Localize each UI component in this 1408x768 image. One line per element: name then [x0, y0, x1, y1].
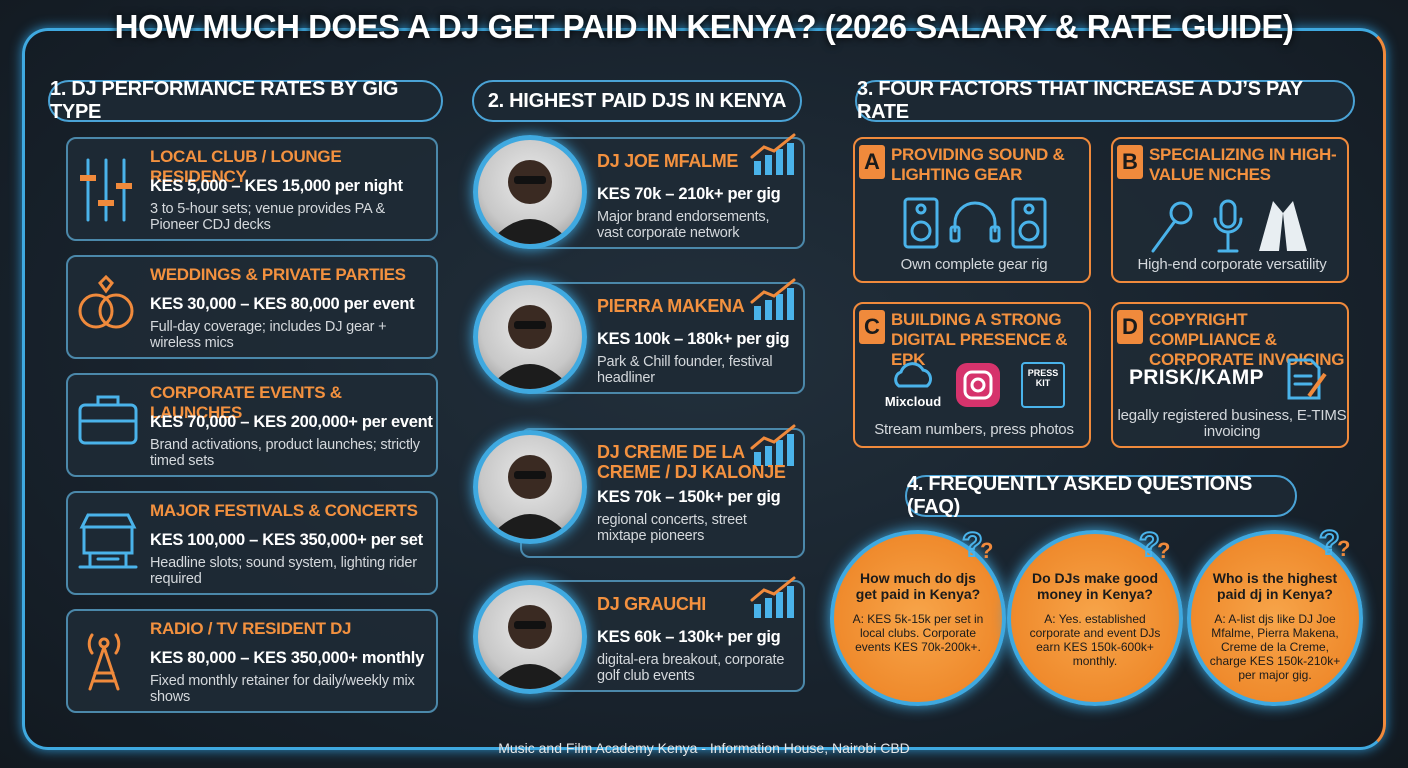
growth-icon — [750, 424, 798, 473]
page-title: HOW MUCH DOES A DJ GET PAID IN KENYA? (2… — [114, 8, 1294, 45]
press-kit: PRESS KIT — [1021, 362, 1065, 408]
section-heading: 2. HIGHEST PAID DJS IN KENYA — [472, 80, 802, 122]
rate-note: Headline slots; sound system, lighting r… — [150, 555, 417, 587]
rate: KES 70,000 – KES 200,000+ per event — [150, 413, 433, 431]
rate-icon — [76, 391, 140, 452]
factor-letter: C — [859, 310, 885, 344]
gig-type: WEDDINGS & PRIVATE PARTIES — [150, 265, 406, 284]
svg-text:?: ? — [1337, 536, 1350, 561]
rate: KES 80,000 – KES 350,000+ monthly — [150, 649, 424, 667]
faq-question: Who is the highest paid dj in Kenya? — [1212, 570, 1338, 602]
factor-caption: Own complete gear rig — [900, 256, 1048, 273]
factor-card: B SPECIALIZING IN HIGH-VALUE NICHES High-e… — [1111, 137, 1349, 283]
gig-type: CORPORATE EVENTS & LAUNCHES — [150, 383, 342, 422]
svg-text:?: ? — [1139, 526, 1160, 564]
section-heading: 4. FREQUENTLY ASKED QUESTIONS (FAQ) — [905, 473, 1297, 518]
rate: KES 100,000 – KES 350,000+ per set — [150, 531, 423, 549]
rate-card: CORPORATE EVENTS & LAUNCHES KES 70,000 – … — [66, 373, 438, 477]
factor-letter: A — [859, 145, 885, 179]
dj-note: Major brand endorsements, vast corporate… — [597, 209, 770, 241]
gig-type: RADIO / TV RESIDENT DJ — [150, 619, 352, 638]
dj-name: DJ CREME DE LA CREME / DJ KALONJE — [597, 442, 786, 482]
rate-note: 3 to 5-hour sets; venue provides PA & Pi… — [150, 201, 385, 233]
dj-photo — [473, 580, 587, 694]
gig-type: LOCAL CLUB / LOUNGE RESIDENCY — [150, 147, 342, 186]
brand-logo: PRISK/KAMP — [1129, 366, 1264, 389]
factor-card: D COPYRIGHT COMPLIANCE & CORPORATE INVOIC… — [1111, 302, 1349, 448]
growth-icon — [750, 133, 798, 182]
dj-note: regional concerts, street mixtape pionee… — [597, 512, 747, 544]
dj-rate: KES 70k – 210k+ per gig — [597, 185, 781, 203]
rate-note: Full-day coverage; includes DJ gear + wi… — [150, 319, 387, 351]
dj-note: digital-era breakout, corporate golf clu… — [597, 652, 785, 684]
dj-name: DJ GRAUCHI — [597, 594, 707, 614]
factor-caption: legally registered business, E-TIMS invo… — [1117, 407, 1347, 440]
faq-answer: A: Yes. established corporate and event … — [1029, 612, 1161, 668]
rate-note: Brand activations, product launches; str… — [150, 437, 420, 469]
factor-icons — [885, 195, 1055, 256]
rate-card: RADIO / TV RESIDENT DJ KES 80,000 – KES 3… — [66, 609, 438, 713]
factor-title: BUILDING A STRONG DIGITAL PRESENCE & EPK — [891, 310, 1068, 369]
dj-rate: KES 100k – 180k+ per gig — [597, 330, 790, 348]
faq-answer: A: A-list djs like DJ Joe Mfalme, Pierra… — [1209, 612, 1341, 682]
factor-title: COPYRIGHT COMPLIANCE & CORPORATE INVOICI… — [1149, 310, 1345, 369]
factor-card: A PROVIDING SOUND & LIGHTING GEAR Own comp… — [853, 137, 1091, 283]
dj-rate: KES 70k – 150k+ per gig — [597, 488, 781, 506]
rate-card: WEDDINGS & PRIVATE PARTIES KES 30,000 – K… — [66, 255, 438, 359]
svg-text:?: ? — [980, 538, 993, 563]
factor-letter: D — [1117, 310, 1143, 344]
dj-photo — [473, 135, 587, 249]
factor-title: SPECIALIZING IN HIGH-VALUE NICHES — [1149, 145, 1337, 184]
rate-icon — [76, 627, 132, 698]
factor-card: C BUILDING A STRONG DIGITAL PRESENCE & EP… — [853, 302, 1091, 448]
rate-icon — [76, 155, 136, 230]
rate-note: Fixed monthly retainer for daily/weekly … — [150, 673, 415, 705]
faq-question: Do DJs make good money in Kenya? — [1031, 570, 1159, 602]
faq-answer: A: KES 5k-15k per set in local clubs. Co… — [852, 612, 984, 654]
section-heading: 1. DJ PERFORMANCE RATES BY GIG TYPE — [48, 78, 443, 123]
growth-icon — [750, 576, 798, 625]
gig-type: MAJOR FESTIVALS & CONCERTS — [150, 501, 418, 520]
dj-name: DJ JOE MFALME — [597, 151, 739, 171]
factor-caption: Stream numbers, press photos — [874, 421, 1074, 438]
cloud-icon — [891, 362, 935, 395]
faq-question: How much do djs get paid in Kenya? — [855, 570, 981, 602]
rate: KES 30,000 – KES 80,000 per event — [150, 295, 415, 313]
question-mark-icon: ?? — [1315, 522, 1355, 567]
mixcloud-label: Mixcloud — [884, 394, 942, 409]
footer: Music and Film Academy Kenya - Informati… — [498, 740, 910, 756]
svg-text:?: ? — [1157, 538, 1170, 563]
rate-card: LOCAL CLUB / LOUNGE RESIDENCY KES 5,000 –… — [66, 137, 438, 241]
dj-photo — [473, 280, 587, 394]
instagram-icon — [955, 362, 1001, 413]
question-mark-icon: ?? — [958, 524, 998, 569]
invoice-icon — [1283, 356, 1329, 407]
factor-icons — [1143, 195, 1313, 260]
rate: KES 5,000 – KES 15,000 per night — [150, 177, 403, 195]
rate-card: MAJOR FESTIVALS & CONCERTS KES 100,000 – … — [66, 491, 438, 595]
neon-frame — [22, 28, 1386, 750]
dj-note: Park & Chill founder, festival headliner — [597, 354, 773, 386]
factor-letter: B — [1117, 145, 1143, 179]
dj-rate: KES 60k – 130k+ per gig — [597, 628, 781, 646]
section-heading: 3. FOUR FACTORS THAT INCREASE A DJ’S PAY… — [855, 78, 1355, 123]
faq-circle: How much do djs get paid in Kenya? A: KES… — [830, 530, 1006, 706]
faq-circle: Who is the highest paid dj in Kenya? A: A… — [1187, 530, 1363, 706]
rate-icon — [76, 509, 140, 576]
svg-text:?: ? — [962, 526, 983, 564]
dj-photo — [473, 430, 587, 544]
rate-icon — [76, 273, 136, 338]
growth-icon — [750, 278, 798, 327]
factor-title: PROVIDING SOUND & LIGHTING GEAR — [891, 145, 1065, 184]
dj-name: PIERRA MAKENA — [597, 296, 745, 316]
factor-caption: High-end corporate versatility — [1137, 256, 1327, 273]
faq-circle: Do DJs make good money in Kenya? A: Yes. … — [1007, 530, 1183, 706]
question-mark-icon: ?? — [1135, 524, 1175, 569]
svg-text:?: ? — [1319, 524, 1340, 562]
